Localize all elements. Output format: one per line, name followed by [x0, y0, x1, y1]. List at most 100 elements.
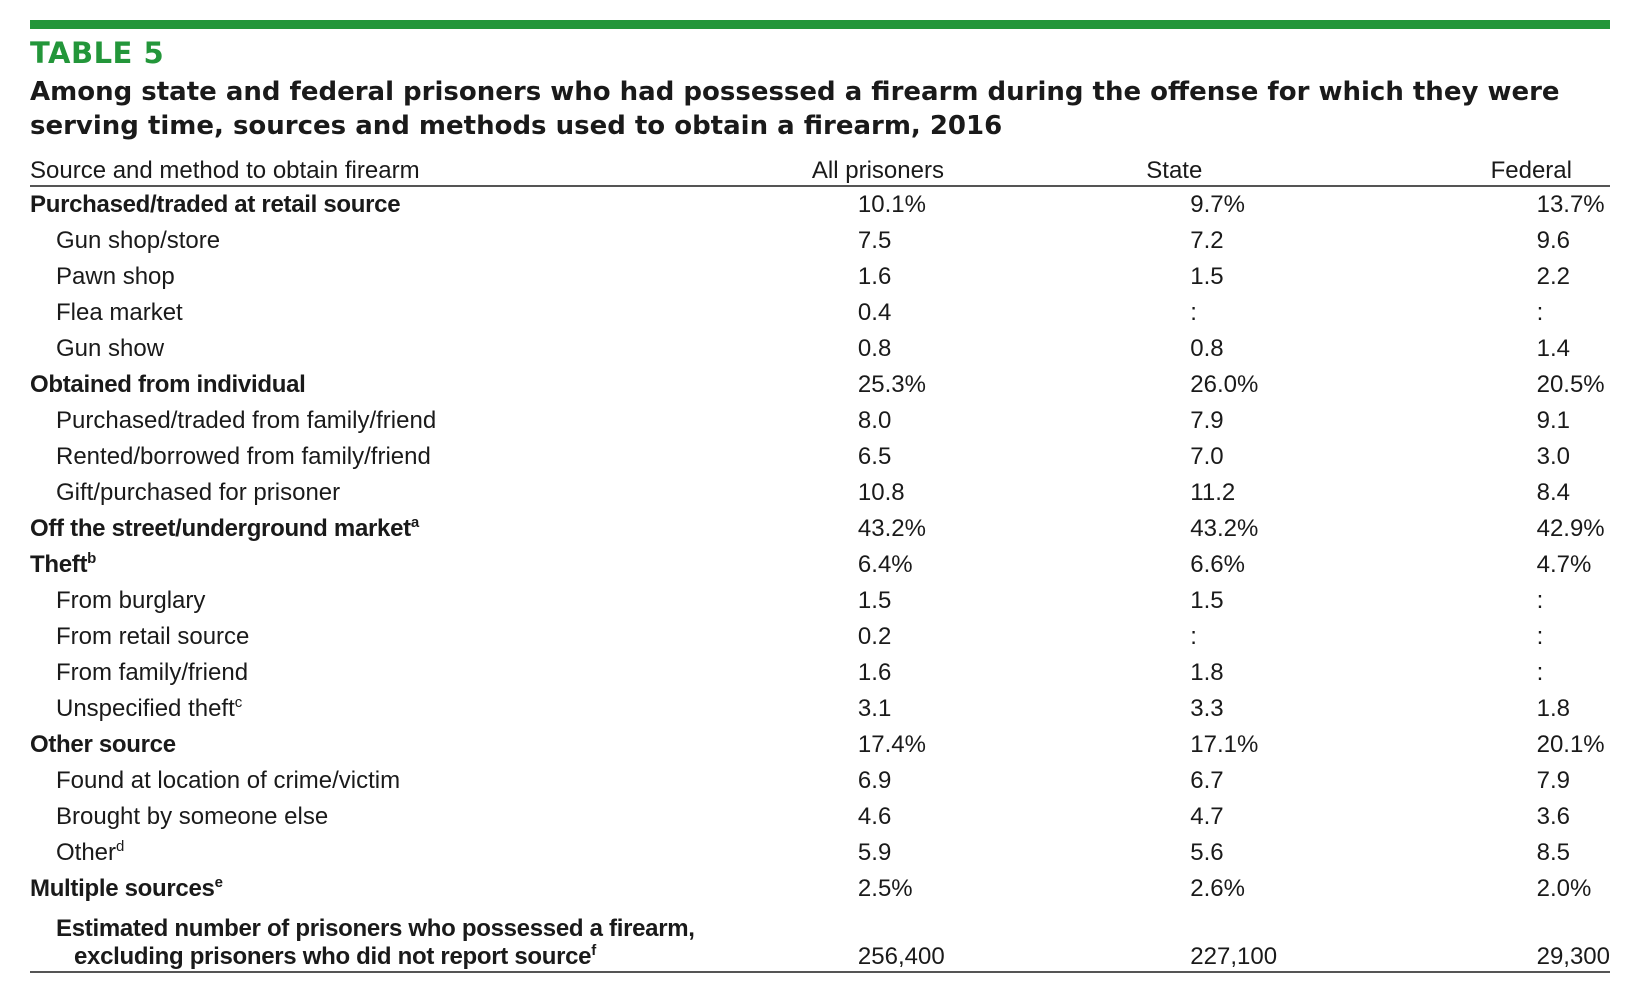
cell-federal: :: [1536, 299, 1544, 326]
total-federal: 29,300: [1430, 907, 1610, 973]
row-label-text: Pawn shop: [56, 263, 175, 290]
row-label-text: Unspecified theft: [56, 695, 235, 722]
cell-federal: :: [1536, 659, 1544, 686]
cell-federal: 9.1: [1536, 407, 1570, 434]
cell-federal: 8.5: [1536, 839, 1570, 866]
cell-federal: 1.4: [1536, 335, 1570, 362]
cell-state: 7.0: [1190, 443, 1224, 470]
row-label: From family/friend: [30, 655, 732, 691]
row-label-text: Gun show: [56, 335, 165, 362]
cell-federal: 13.7%: [1536, 191, 1605, 218]
table-row: Flea market 0.4::: [30, 295, 1610, 331]
header-all-prisoners: All prisoners: [731, 151, 1097, 187]
cell-state: 7.9: [1190, 407, 1224, 434]
cell-all-prisoners: 3.1: [857, 695, 892, 722]
row-label-text: Rented/borrowed from family/friend: [56, 443, 431, 470]
row-label-text: Flea market: [56, 299, 183, 326]
row-label: Other source: [30, 727, 732, 763]
total-label-line1: Estimated number of prisoners who posses…: [56, 915, 695, 942]
table-row: Gun show 0.8 0.8 1.4: [30, 331, 1610, 367]
cell-state: 1.8: [1190, 659, 1224, 686]
footnote-marker: d: [116, 838, 125, 855]
cell-federal: 3.6: [1536, 803, 1570, 830]
table-row: Found at location of crime/victim 6.9 6.7 7…: [30, 763, 1610, 799]
row-label: Rented/borrowed from family/friend: [30, 439, 732, 475]
row-label: Obtained from individual: [30, 367, 732, 403]
cell-federal: 7.9: [1536, 767, 1570, 794]
cell-all-prisoners: 1.5: [857, 587, 892, 614]
total-all-prisoners: 256,400: [731, 907, 1097, 973]
total-row: Estimated number of prisoners who posses…: [30, 907, 1610, 973]
total-label-line2: excluding prisoners who did not report s…: [74, 943, 592, 970]
cell-all-prisoners: 10.8: [857, 479, 905, 506]
table-row: Purchased/traded at retail source 10.1% 9.…: [30, 186, 1610, 223]
cell-federal: 3.0: [1536, 443, 1570, 470]
table-row: Gun shop/store 7.5 7.2 9.6: [30, 223, 1610, 259]
cell-state: 3.3: [1190, 695, 1224, 722]
cell-federal: 1.8: [1536, 695, 1570, 722]
cell-federal: 8.4: [1536, 479, 1570, 506]
cell-state: 9.7%: [1190, 191, 1245, 218]
cell-all-prisoners: 0.4: [857, 299, 892, 326]
cell-state: :: [1190, 623, 1197, 650]
cell-federal: :: [1536, 623, 1544, 650]
row-label: Off the street/underground marketa: [30, 511, 732, 547]
cell-state: 0.8: [1190, 335, 1224, 362]
cell-all-prisoners: 6.9: [857, 767, 892, 794]
row-label-text: From retail source: [56, 623, 250, 650]
row-label: Found at location of crime/victim: [30, 763, 732, 799]
table-row: From retail source 0.2::: [30, 619, 1610, 655]
table-row: From family/friend 1.6 1.8:: [30, 655, 1610, 691]
cell-state: :: [1190, 299, 1197, 326]
row-label: Gun shop/store: [30, 223, 732, 259]
table-row: Brought by someone else 4.6 4.7 3.6: [30, 799, 1610, 835]
table-container: TABLE 5 Among state and federal prisoner…: [30, 20, 1610, 973]
row-label-text: Gift/purchased for prisoner: [56, 479, 341, 506]
table-row: Purchased/traded from family/friend 8.0 7.…: [30, 403, 1610, 439]
cell-all-prisoners: 0.2: [857, 623, 892, 650]
row-label: Purchased/traded from family/friend: [30, 403, 732, 439]
row-label: Multiple sourcese: [30, 871, 732, 907]
row-label: From burglary: [30, 583, 732, 619]
table-row: Multiple sourcese 2.5% 2.6% 2.0%: [30, 871, 1610, 907]
top-green-rule: [30, 20, 1610, 29]
cell-federal: :: [1536, 587, 1544, 614]
total-label-line2-wrap: excluding prisoners who did not report s…: [56, 943, 732, 971]
cell-all-prisoners: 1.6: [857, 263, 892, 290]
cell-all-prisoners: 6.4%: [857, 551, 913, 578]
table-row: Pawn shop 1.6 1.5 2.2: [30, 259, 1610, 295]
cell-federal: 2.2: [1536, 263, 1570, 290]
row-label-text: Other source: [30, 731, 176, 758]
data-table: Source and method to obtain firearm All …: [30, 151, 1610, 973]
header-source: Source and method to obtain firearm: [30, 151, 732, 187]
cell-state: 5.6: [1190, 839, 1224, 866]
cell-all-prisoners: 5.9: [857, 839, 892, 866]
cell-state: 6.7: [1190, 767, 1224, 794]
cell-state: 43.2%: [1190, 515, 1259, 542]
cell-all-prisoners: 8.0: [857, 407, 892, 434]
row-label-text: Off the street/underground market: [30, 515, 411, 542]
cell-state: 7.2: [1190, 227, 1224, 254]
table-row: Otherd 5.9 5.6 8.5: [30, 835, 1610, 871]
cell-all-prisoners: 25.3%: [857, 371, 926, 398]
row-label-text: Other: [56, 839, 117, 866]
row-label: Purchased/traded at retail source: [30, 186, 732, 223]
cell-state: 1.5: [1190, 263, 1224, 290]
footnote-marker: f: [591, 942, 596, 959]
cell-state: 4.7: [1190, 803, 1224, 830]
table-label: TABLE 5: [30, 36, 165, 70]
table-row: From burglary 1.5 1.5:: [30, 583, 1610, 619]
row-label: Theftb: [30, 547, 732, 583]
table-row: Rented/borrowed from family/friend 6.5 7.0…: [30, 439, 1610, 475]
row-label-text: Theft: [30, 551, 88, 578]
cell-federal: 2.0%: [1536, 875, 1592, 902]
footnote-marker: c: [234, 694, 243, 711]
cell-federal: 4.7%: [1536, 551, 1592, 578]
row-label-text: Found at location of crime/victim: [56, 767, 401, 794]
cell-all-prisoners: 7.5: [857, 227, 892, 254]
row-label: Pawn shop: [30, 259, 732, 295]
row-label-text: Multiple sources: [30, 875, 215, 902]
cell-all-prisoners: 10.1%: [857, 191, 926, 218]
header-federal: Federal: [1430, 151, 1610, 187]
row-label: Gift/purchased for prisoner: [30, 475, 732, 511]
